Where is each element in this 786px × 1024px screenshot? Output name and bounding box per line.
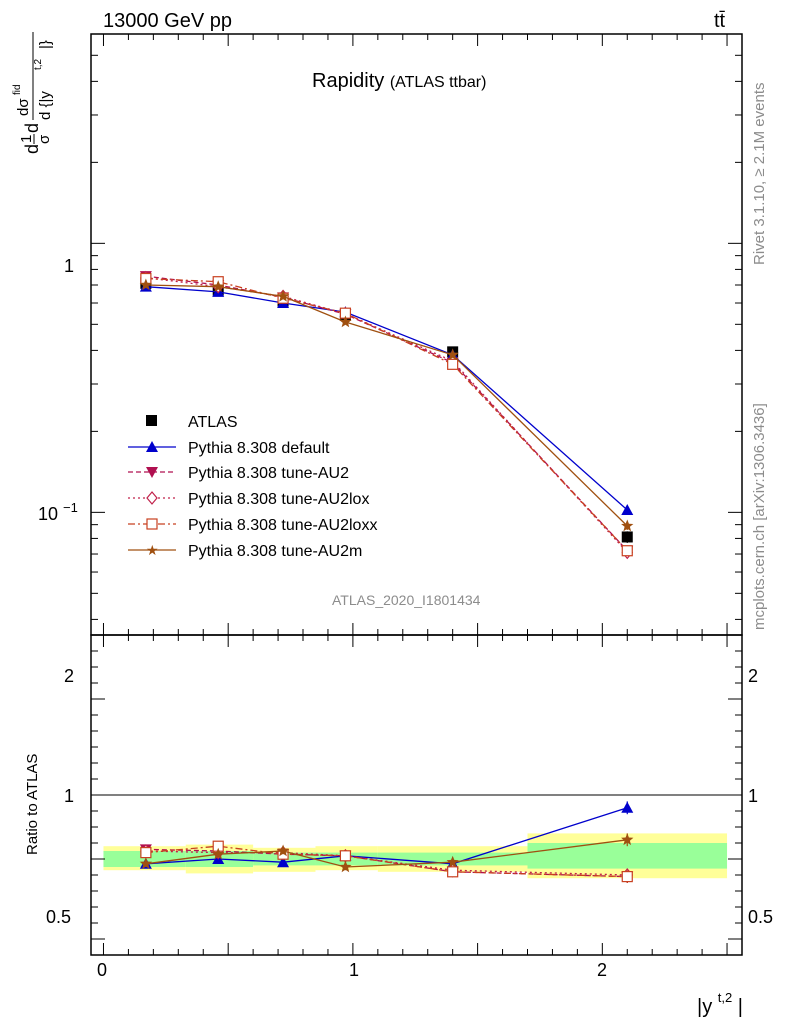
ytick-label-0.1-base: 10 <box>38 504 58 524</box>
ratio-point <box>277 856 290 868</box>
ratio-ytick-1-right: 1 <box>748 786 758 806</box>
x-axis-label-sup: t,2 <box>718 990 732 1005</box>
plot-title: Rapidity (ATLAS ttbar) <box>312 70 486 92</box>
main-line-3 <box>145 277 628 553</box>
ratio-line-2 <box>145 850 628 876</box>
process-label: tt̄ <box>714 10 726 32</box>
ylabel-sigma: σ <box>36 134 53 144</box>
xtick-label-1: 1 <box>349 960 359 980</box>
ytick-label-0.1-exp: −1 <box>63 500 78 515</box>
plot-title-sub: (ATLAS ttbar) <box>390 74 487 91</box>
ylabel-den-sup: t,2 <box>33 58 44 70</box>
main-line-1 <box>145 286 628 511</box>
legend: ATLAS Pythia 8.308 default Pythia 8.308 … <box>128 414 377 560</box>
plot-title-main: Rapidity <box>312 70 384 92</box>
ytick-label-1: 1 <box>64 256 74 276</box>
legend-item-au2m: ★ Pythia 8.308 tune-AU2m <box>128 543 362 560</box>
main-point <box>621 545 633 557</box>
main-point <box>621 504 634 516</box>
ratio-line-3 <box>145 845 628 878</box>
ratio-series-4 <box>139 833 634 873</box>
legend-item-default: Pythia 8.308 default <box>128 440 330 457</box>
mcplots-label: mcplots.cern.ch [arXiv:1306.3436] <box>751 403 768 630</box>
ratio-bands <box>103 833 728 879</box>
ylabel-d: d <box>22 144 42 154</box>
ratio-band-green <box>527 843 728 869</box>
main-point <box>276 289 290 302</box>
ratio-ytick-0.5-right: 0.5 <box>748 907 773 927</box>
ratio-point <box>139 857 153 870</box>
ratio-point <box>339 860 352 873</box>
main-point <box>621 519 634 532</box>
ylabel-fid: fid <box>12 84 23 95</box>
ratio-point <box>621 801 634 813</box>
main-panel: Rapidity (ATLAS ttbar) ATLAS_2020_I18014… <box>12 32 743 636</box>
x-axis-label-close: | <box>738 996 743 1018</box>
main-marks <box>139 270 634 560</box>
ylabel-den-close: |} <box>37 40 54 49</box>
main-line-5 <box>145 284 628 527</box>
x-axis-label-base: |y <box>697 996 712 1018</box>
svg-text:★: ★ <box>146 543 159 559</box>
x-axis-label: |y t,2 | <box>697 985 743 1018</box>
ratio-point <box>212 847 225 860</box>
ratio-point <box>621 870 633 883</box>
ylabel-one: 1 <box>18 135 35 143</box>
main-point <box>212 280 225 292</box>
main-point <box>446 348 459 361</box>
ratio-point <box>339 850 352 862</box>
ratio-point <box>447 866 459 878</box>
xtick-label-0: 0 <box>97 960 107 980</box>
legend-label-au2: Pythia 8.308 tune-AU2 <box>188 465 349 482</box>
legend-label-atlas: ATLAS <box>188 414 238 431</box>
ylabel-den: d {|y <box>37 91 54 120</box>
ratio-ylabel: Ratio to ATLAS <box>24 754 41 855</box>
ylabel-d2: d <box>22 123 42 133</box>
ratio-panel: Ratio to ATLAS 2 1 0.5 2 1 0.5 0 1 2 |y … <box>24 634 773 1018</box>
ratio-ytick-2: 2 <box>64 666 74 686</box>
ratio-point <box>276 844 290 857</box>
legend-item-au2loxx: Pythia 8.308 tune-AU2loxx <box>128 517 377 534</box>
main-point <box>621 531 633 543</box>
legend-item-au2: Pythia 8.308 tune-AU2 <box>128 465 349 482</box>
legend-item-atlas: ATLAS <box>146 414 238 431</box>
main-ticks <box>91 33 742 635</box>
ratio-line-4 <box>145 839 628 868</box>
ratio-point <box>140 846 152 859</box>
ratio-point <box>446 855 459 868</box>
legend-item-au2lox: Pythia 8.308 tune-AU2lox <box>128 491 369 508</box>
ratio-ytick-0.5: 0.5 <box>46 907 71 927</box>
ratio-ytick-2-right: 2 <box>748 666 758 686</box>
legend-label-default: Pythia 8.308 default <box>188 440 330 457</box>
ratio-ytick-1: 1 <box>64 786 74 806</box>
xtick-label-2: 2 <box>597 960 607 980</box>
ratio-marks <box>139 801 634 883</box>
ylabel-dsigma: dσ <box>15 98 32 116</box>
main-point <box>139 278 153 291</box>
main-ylabel: d 1 σ d dσ fid d {|y t,2 |} <box>12 32 54 154</box>
main-line-4 <box>145 277 628 552</box>
ytick-label-0.1: 10 −1 <box>38 500 78 524</box>
legend-label-au2lox: Pythia 8.308 tune-AU2lox <box>188 491 369 508</box>
ratio-ticks <box>91 634 742 956</box>
main-series-5 <box>139 278 634 532</box>
rivet-label: Rivet 3.1.10, ≥ 2.1M events <box>751 83 768 266</box>
legend-label-au2m: Pythia 8.308 tune-AU2m <box>188 543 362 560</box>
legend-label-au2loxx: Pythia 8.308 tune-AU2loxx <box>188 517 377 534</box>
energy-label: 13000 GeV pp <box>103 10 232 32</box>
main-point <box>447 358 459 370</box>
main-point <box>339 315 352 328</box>
ratio-point <box>621 833 634 846</box>
watermark: ATLAS_2020_I1801434 <box>332 592 481 608</box>
